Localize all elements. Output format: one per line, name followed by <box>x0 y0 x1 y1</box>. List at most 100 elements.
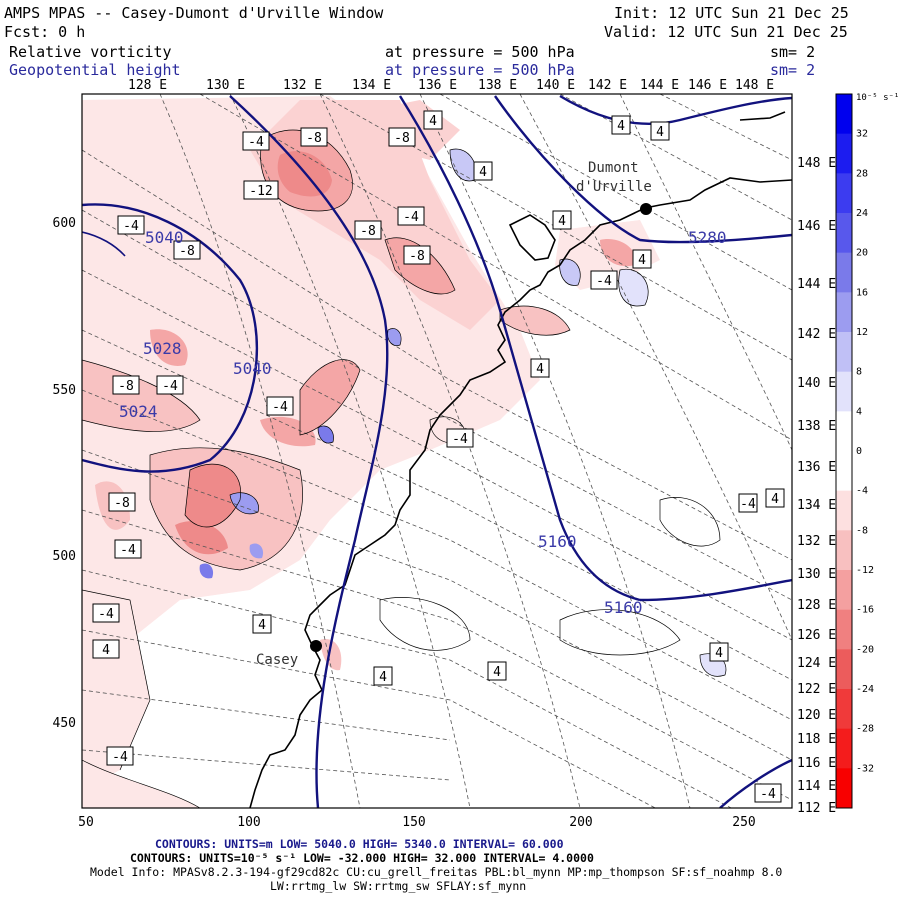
svg-text:4: 4 <box>379 670 387 685</box>
map-title: AMPS MPAS -- Casey-Dumont d'Urville Wind… <box>4 4 384 22</box>
svg-text:-8: -8 <box>118 379 134 394</box>
colorbar-label: -32 <box>856 763 874 774</box>
height-label: 5280 <box>688 228 727 247</box>
lon-label: 134 E <box>797 498 836 513</box>
init-time: Init: 12 UTC Sun 21 Dec 25 <box>614 4 849 22</box>
colorbar-label: -16 <box>856 605 874 616</box>
vort-label: 4 <box>252 614 272 634</box>
lon-label: 138 E <box>797 419 836 434</box>
height-label: 5040 <box>145 228 184 247</box>
height-label: 5040 <box>233 359 272 378</box>
svg-text:4: 4 <box>258 618 266 633</box>
vort-label: -8 <box>173 240 201 260</box>
vort-label: -8 <box>300 127 328 147</box>
colorbar-label: 24 <box>856 208 868 219</box>
colorbar-swatch <box>836 94 852 135</box>
y-tick: 600 <box>53 216 76 231</box>
colorbar-swatch <box>836 689 852 730</box>
x-axis-ticks: 50 100 150 200 250 <box>78 815 756 830</box>
colorbar-swatch <box>836 371 852 412</box>
lon-label: 130 E <box>206 78 245 93</box>
map-frame <box>81 93 793 809</box>
x-tick: 250 <box>732 815 755 830</box>
colorbar-label: -24 <box>856 684 874 695</box>
lon-label: 132 E <box>283 78 322 93</box>
vort-label: 4 <box>373 666 393 686</box>
height-label: 5028 <box>143 339 182 358</box>
svg-text:4: 4 <box>617 119 625 134</box>
vort-label: -8 <box>354 220 382 240</box>
colorbar-swatch <box>836 213 852 254</box>
vort-label: -4 <box>106 746 134 766</box>
vort-label: -4 <box>156 375 184 395</box>
svg-text:-4: -4 <box>248 135 264 150</box>
map-area <box>82 94 792 808</box>
vort-label: 4 <box>423 110 443 130</box>
lon-label: 136 E <box>797 460 836 475</box>
vort-label: 4 <box>611 115 631 135</box>
field2-level: at pressure = 500 hPa <box>385 61 575 79</box>
lon-label: 128 E <box>128 78 167 93</box>
valid-time: Valid: 12 UTC Sun 21 Dec 25 <box>604 23 848 41</box>
height-label: 5024 <box>119 402 158 421</box>
svg-text:4: 4 <box>638 253 646 268</box>
lon-label: 126 E <box>797 628 836 643</box>
svg-text:-8: -8 <box>306 131 322 146</box>
vort-label: -8 <box>403 245 431 265</box>
lon-label: 142 E <box>588 78 627 93</box>
right-longitude-labels: 148 E 146 E 144 E 142 E 140 E 138 E 136 … <box>797 156 836 816</box>
lon-label: 136 E <box>418 78 457 93</box>
colorbar-label: 20 <box>856 248 868 259</box>
field2-name: Geopotential height <box>9 61 181 79</box>
svg-text:4: 4 <box>715 646 723 661</box>
footer-model-info: Model Info: MPASv8.2.3-194-gf29cd82c CU:… <box>90 865 783 879</box>
vort-label: 4 <box>530 358 550 378</box>
colorbar-swatch <box>836 411 852 452</box>
vort-label: -4 <box>738 493 758 513</box>
lon-label: 128 E <box>797 598 836 613</box>
vort-label: -8 <box>112 375 140 395</box>
vort-label: -4 <box>446 428 474 448</box>
vort-label: -4 <box>266 396 294 416</box>
colorbar-swatch <box>836 252 852 293</box>
vort-label: 4 <box>552 210 572 230</box>
lon-label: 116 E <box>797 756 836 771</box>
colorbar-label: -20 <box>856 644 874 655</box>
y-tick: 450 <box>53 716 76 731</box>
height-labels: 5040 5040 5028 5024 5160 5160 5280 <box>119 228 727 617</box>
vort-label: 4 <box>650 121 670 141</box>
vort-label: 4 <box>473 161 493 181</box>
lon-label: 124 E <box>797 656 836 671</box>
field1-level: at pressure = 500 hPa <box>385 43 575 61</box>
coastline <box>249 111 792 808</box>
height-label: 5160 <box>538 532 577 551</box>
colorbar-unit: 10⁻⁵ s⁻¹ <box>856 93 899 103</box>
colorbar-swatch <box>836 490 852 531</box>
colorbar-label: 8 <box>856 367 862 378</box>
vort-label: -4 <box>92 603 120 623</box>
place-label-dumont: Dumont <box>588 160 639 176</box>
lon-label: 144 E <box>797 277 836 292</box>
lon-label: 140 E <box>797 376 836 391</box>
svg-text:-4: -4 <box>596 274 612 289</box>
dumont-durville-station-marker <box>640 203 652 215</box>
svg-text:-8: -8 <box>114 496 130 511</box>
colorbar-label: -8 <box>856 525 868 536</box>
svg-text:4: 4 <box>429 114 437 129</box>
vort-label: 4 <box>92 639 120 659</box>
svg-text:-4: -4 <box>740 497 756 512</box>
vort-label: -8 <box>108 492 136 512</box>
svg-text:-4: -4 <box>760 787 776 802</box>
svg-text:-4: -4 <box>452 432 468 447</box>
footer-model-info-2: LW:rrtmg_lw SW:rrtmg_sw SFLAY:sf_mynn <box>270 879 527 893</box>
colorbar-label: 4 <box>856 406 862 417</box>
svg-text:4: 4 <box>536 362 544 377</box>
vort-label: -8 <box>388 127 416 147</box>
footer-vorticity-contours: CONTOURS: UNITS=10⁻⁵ s⁻¹ LOW= -32.000 HI… <box>130 851 594 865</box>
vort-label: -4 <box>114 539 142 559</box>
svg-text:4: 4 <box>479 165 487 180</box>
place-label-casey: Casey <box>256 652 298 668</box>
lon-label: 118 E <box>797 732 836 747</box>
lon-label: 112 E <box>797 801 836 816</box>
vort-label: 4 <box>487 661 507 681</box>
